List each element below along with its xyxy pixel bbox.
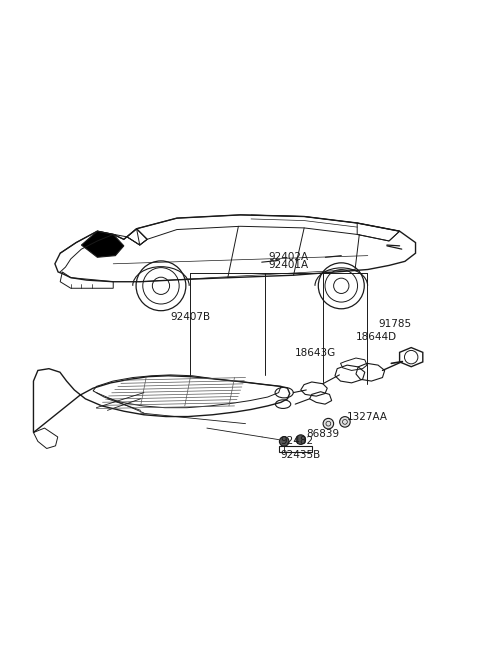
Text: 18644D: 18644D [356, 332, 397, 342]
Polygon shape [82, 231, 124, 257]
Text: 91785: 91785 [378, 319, 411, 329]
Text: 92482: 92482 [281, 436, 314, 445]
Text: 1327AA: 1327AA [347, 411, 388, 422]
Text: 86839: 86839 [306, 429, 339, 440]
Text: 92401A: 92401A [268, 260, 308, 270]
Circle shape [323, 419, 334, 429]
Circle shape [340, 417, 350, 427]
Text: 18643G: 18643G [295, 348, 336, 358]
Text: 92407B: 92407B [170, 312, 210, 322]
Circle shape [279, 437, 289, 446]
Circle shape [296, 435, 306, 444]
Text: 92435B: 92435B [281, 450, 321, 460]
Text: 92402A: 92402A [268, 253, 308, 262]
